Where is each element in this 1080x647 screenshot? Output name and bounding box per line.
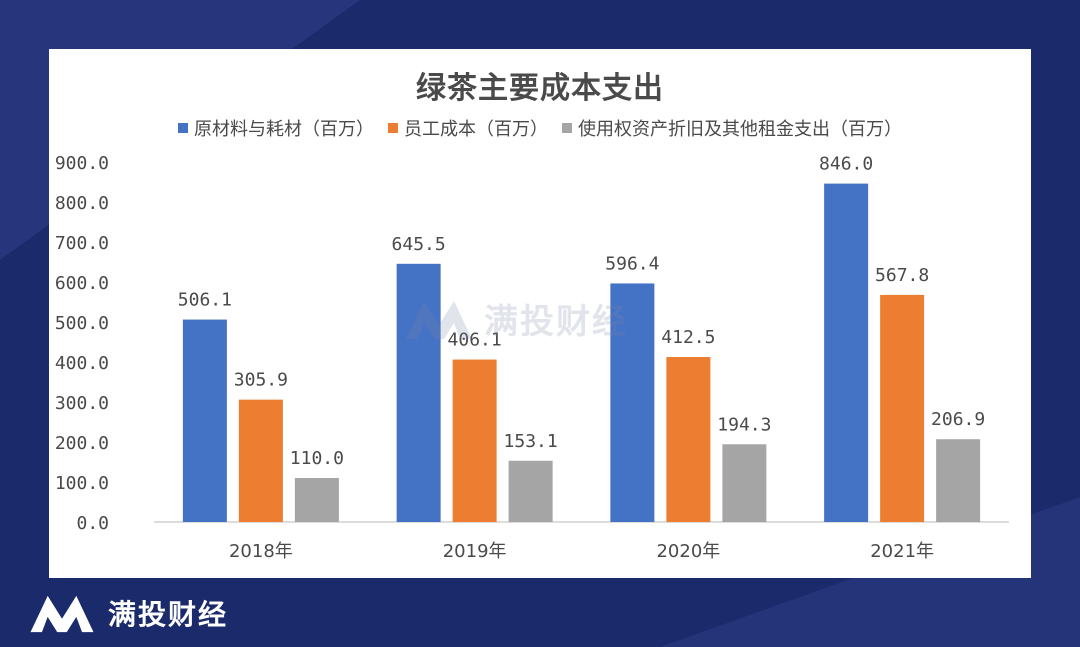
legend-item-materials: 原材料与耗材（百万） [178, 115, 374, 141]
data-label: 645.5 [392, 234, 446, 255]
data-label: 206.9 [931, 409, 985, 430]
x-tick-label: 2021年 [870, 541, 934, 562]
y-tick-label: 200.0 [55, 433, 109, 454]
legend-label-staff: 员工成本（百万） [404, 119, 548, 140]
y-tick-label: 800.0 [55, 193, 109, 214]
data-label: 506.1 [178, 290, 232, 311]
legend-swatch-staff [388, 123, 398, 133]
bar [396, 263, 441, 522]
footer-brand: 满投财经 [26, 592, 228, 634]
bar [936, 439, 981, 522]
x-tick-label: 2019年 [443, 541, 507, 562]
data-label: 846.0 [819, 154, 873, 175]
bar [238, 399, 283, 522]
legend-item-depreciation: 使用权资产折旧及其他租金支出（百万） [562, 115, 902, 141]
chart-legend: 原材料与耗材（百万） 员工成本（百万） 使用权资产折旧及其他租金支出（百万） [49, 115, 1031, 141]
footer-brand-text: 满投财经 [108, 598, 229, 631]
data-label: 596.4 [605, 253, 659, 274]
data-label: 153.1 [504, 431, 558, 452]
y-tick-label: 600.0 [55, 273, 109, 294]
legend-swatch-depreciation [562, 123, 572, 133]
legend-label-depreciation: 使用权资产折旧及其他租金支出（百万） [578, 119, 902, 140]
legend-swatch-materials [178, 123, 188, 133]
chart-card: 绿茶主要成本支出 原材料与耗材（百万） 员工成本（百万） 使用权资产折旧及其他租… [49, 49, 1031, 578]
data-label: 567.8 [875, 265, 929, 286]
bar-chart-plot: 0.0 100.0 200.0 300.0 400.0 500.0 600.0 700.0 80… [55, 153, 1009, 562]
bar [182, 319, 227, 522]
data-label: 412.5 [661, 327, 715, 348]
bar [294, 478, 339, 522]
y-tick-label: 300.0 [55, 393, 109, 414]
y-tick-label: 100.0 [55, 473, 109, 494]
bar [610, 283, 655, 522]
bar [666, 357, 711, 522]
legend-item-staff: 员工成本（百万） [388, 115, 548, 141]
y-tick-label: 0.0 [76, 513, 109, 534]
data-label: 305.9 [234, 370, 288, 391]
bar [508, 460, 553, 522]
x-tick-label: 2020年 [656, 541, 720, 562]
y-tick-label: 500.0 [55, 313, 109, 334]
bar [722, 444, 767, 522]
y-tick-label: 700.0 [55, 233, 109, 254]
data-label: 194.3 [717, 414, 771, 435]
chart-title: 绿茶主要成本支出 [416, 71, 664, 106]
legend-label-materials: 原材料与耗材（百万） [194, 119, 374, 140]
brand-m-logo-icon [30, 595, 94, 633]
x-tick-label: 2018年 [229, 541, 293, 562]
bar [880, 294, 925, 522]
y-tick-label: 900.0 [55, 153, 109, 174]
data-label: 110.0 [290, 448, 344, 469]
data-label: 406.1 [448, 330, 502, 351]
bar [824, 183, 869, 522]
y-tick-label: 400.0 [55, 353, 109, 374]
bar [452, 359, 497, 522]
